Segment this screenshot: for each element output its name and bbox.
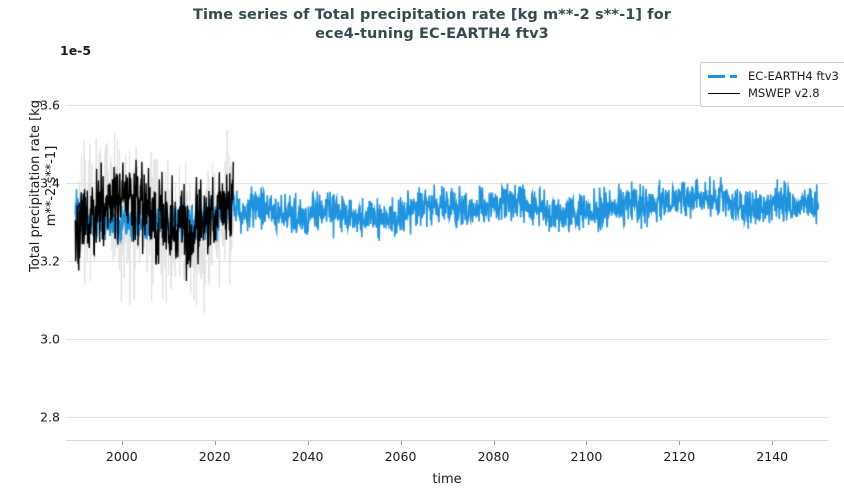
- x-tick-label-2140: 2140: [756, 449, 789, 464]
- x-tick-mark-2100: [586, 441, 588, 445]
- x-axis-label: time: [432, 472, 462, 487]
- y-tick-label-3.4: 3.4: [40, 175, 60, 191]
- chart-legend[interactable]: EC-EARTH4 ftv3 MSWEP v2.8: [700, 62, 844, 107]
- x-tick-label-2120: 2120: [663, 449, 696, 464]
- y-tick-label-3.2: 3.2: [40, 253, 60, 269]
- x-tick-mark-2080: [493, 441, 495, 445]
- y-axis-label-line-2: m**-2 s**-1]: [44, 145, 59, 227]
- legend-label-ec-earth4: EC-EARTH4 ftv3: [748, 68, 839, 83]
- chart-title-line-1: Time series of Total precipitation rate …: [192, 7, 672, 23]
- x-tick-label-2060: 2060: [384, 449, 417, 464]
- y-axis-tick-labels: 2.8 3.0 3.2 3.4 3.6: [10, 58, 60, 440]
- legend-item-mswep[interactable]: MSWEP v2.8: [708, 84, 839, 101]
- x-tick-mark-2000: [121, 441, 123, 445]
- legend-swatch-solid-line-icon: [708, 87, 740, 99]
- x-tick-label-2000: 2000: [105, 449, 138, 464]
- x-tick-label-2080: 2080: [477, 449, 510, 464]
- legend-label-mswep: MSWEP v2.8: [748, 85, 820, 100]
- y-tick-label-2.8: 2.8: [40, 409, 60, 425]
- chart-title: Time series of Total precipitation rate …: [60, 6, 804, 44]
- x-tick-label-2100: 2100: [570, 449, 603, 464]
- x-tick-mark-2140: [772, 441, 774, 445]
- y-axis-label-line-1: Total precipitation rate [kg: [28, 100, 43, 272]
- x-tick-label-2040: 2040: [291, 449, 324, 464]
- series-plot: [66, 58, 828, 440]
- y-tick-label-3.6: 3.6: [40, 97, 60, 113]
- x-tick-mark-2040: [307, 441, 309, 445]
- x-tick-mark-2120: [679, 441, 681, 445]
- y-axis-offset-text: 1e-5: [60, 43, 92, 58]
- y-axis-label: Total precipitation rate [kg m**-2 s**-1…: [28, 36, 60, 336]
- x-tick-mark-2020: [214, 441, 216, 445]
- legend-item-ec-earth4[interactable]: EC-EARTH4 ftv3: [708, 67, 839, 84]
- y-tick-label-3.0: 3.0: [40, 331, 60, 347]
- x-tick-label-2020: 2020: [198, 449, 231, 464]
- chart-title-line-2: ece4-tuning EC-EARTH4 ftv3: [315, 26, 549, 42]
- x-axis-line: [66, 440, 828, 441]
- legend-swatch-dashed-line-icon: [708, 70, 740, 82]
- x-tick-mark-2060: [400, 441, 402, 445]
